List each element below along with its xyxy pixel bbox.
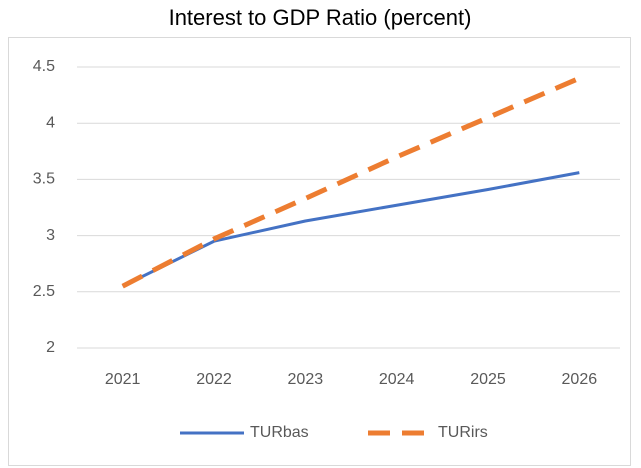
- chart-frame: [8, 37, 631, 466]
- y-tick-label: 4.5: [33, 58, 55, 75]
- chart-title: Interest to GDP Ratio (percent): [169, 5, 472, 30]
- y-tick-label: 3: [46, 227, 55, 244]
- series-line: [121, 75, 581, 289]
- x-tick-label: 2024: [379, 371, 415, 388]
- y-tick-label: 3.5: [33, 171, 55, 188]
- x-tick-label: 2021: [105, 371, 141, 388]
- legend-label: TURirs: [438, 424, 488, 441]
- y-tick-label: 2: [46, 339, 55, 356]
- x-tick-label: 2025: [470, 371, 506, 388]
- y-tick-label: 2.5: [33, 283, 55, 300]
- x-tick-label: 2026: [562, 371, 598, 388]
- y-tick-label: 4: [46, 114, 55, 131]
- legend-label: TURbas: [250, 424, 309, 441]
- x-tick-label: 2023: [288, 371, 324, 388]
- x-tick-label: 2022: [196, 371, 232, 388]
